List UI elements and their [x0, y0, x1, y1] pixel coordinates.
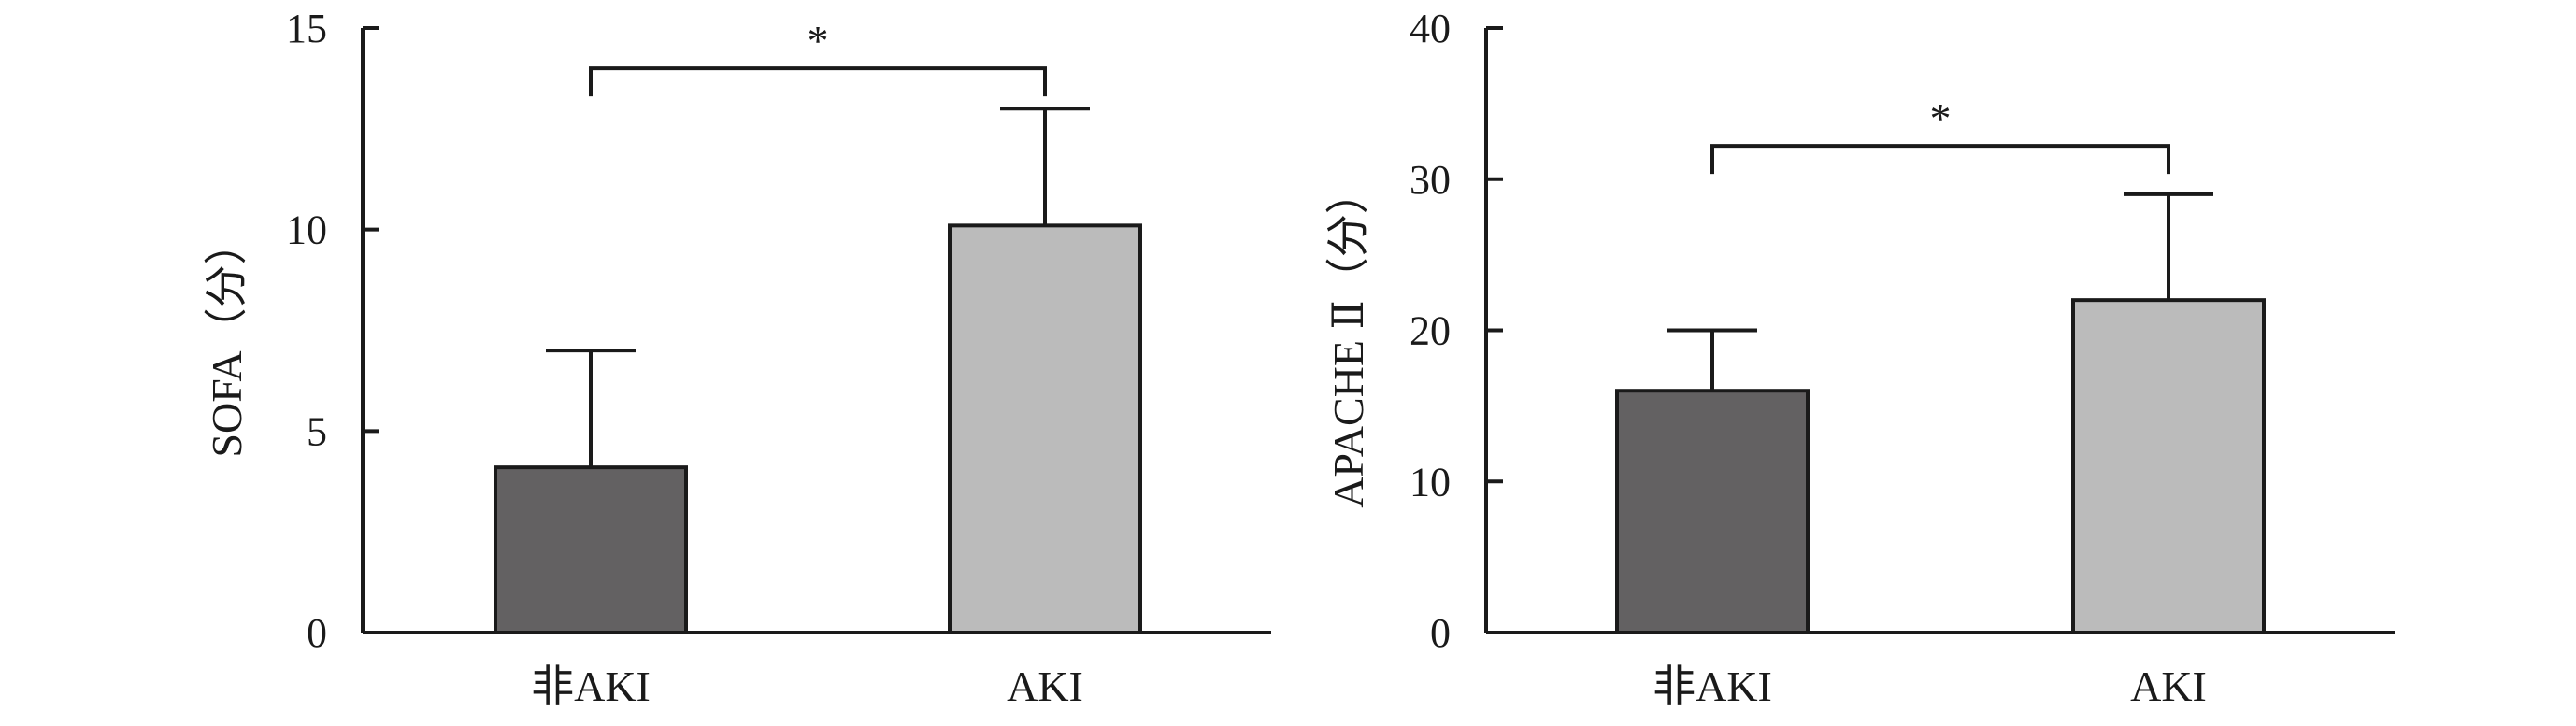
significance-bracket [589, 66, 1047, 97]
bar-aki [2071, 298, 2266, 634]
x-category-label: AKI [2130, 662, 2207, 710]
significance-label: * [1930, 94, 1952, 142]
significance-label: * [808, 17, 829, 64]
y-tick-label: 10 [286, 207, 327, 253]
bar-aki [948, 223, 1142, 634]
y-tick-label: 30 [1410, 157, 1451, 203]
y-axis-title: SOFA（分） [203, 221, 250, 457]
y-tick-label: 40 [1410, 6, 1451, 51]
y-tick-label: 0 [307, 610, 327, 656]
y-tick-label: 5 [307, 408, 327, 454]
y-tick-label: 0 [1430, 610, 1451, 656]
chart-panel-1: 0 5 10 15 SOFA（分） 非AKI AKI * [203, 6, 1271, 710]
y-axis-title: APACHE Ⅱ（分） [1324, 171, 1372, 508]
y-tick-label: 10 [1410, 459, 1451, 505]
x-category-label: 非AKI [531, 662, 651, 710]
x-category-label: 非AKI [1653, 662, 1772, 710]
y-tick-label: 20 [1410, 308, 1451, 354]
bar-non-aki [1615, 389, 1810, 634]
significance-bracket [1710, 144, 2170, 175]
bar-non-aki [494, 465, 688, 634]
chart-panel-2: 0 10 20 30 40 APACHE Ⅱ（分） 非AKI AKI * [1324, 6, 2395, 710]
y-tick-label: 15 [286, 6, 327, 51]
x-category-label: AKI [1007, 662, 1083, 710]
